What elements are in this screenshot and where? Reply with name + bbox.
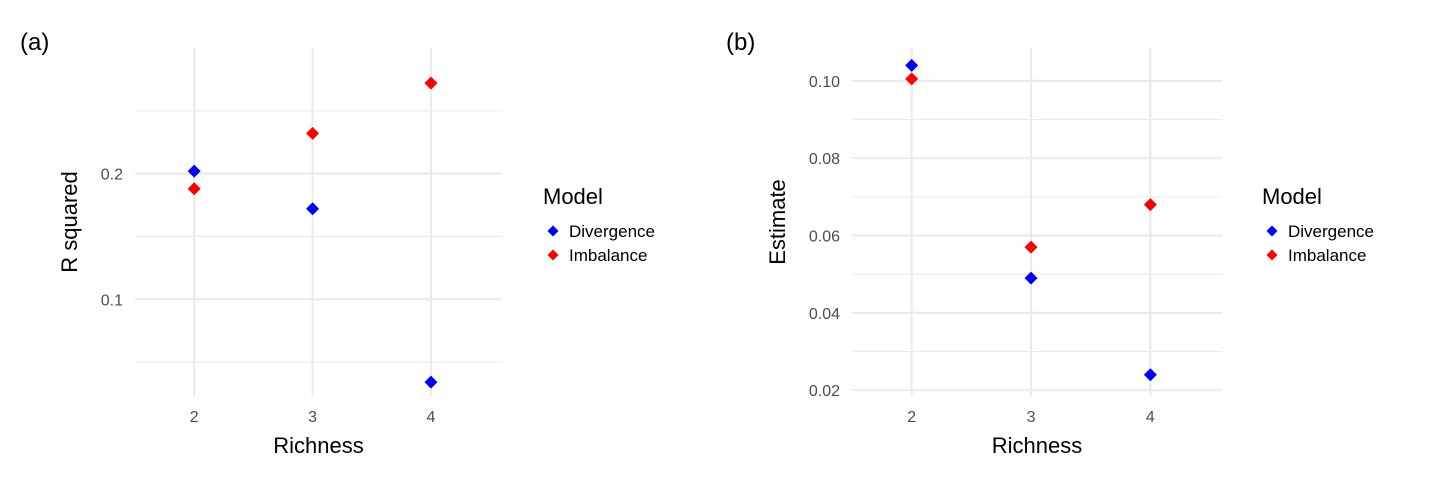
y-tick-label: 0.2 <box>101 167 123 184</box>
legend-key-divergence <box>547 225 559 237</box>
y-tick-label: 0.10 <box>809 74 840 91</box>
data-point-imbalance <box>424 76 438 90</box>
legend-key-divergence <box>1266 225 1278 237</box>
legend-label-divergence: Divergence <box>569 222 655 241</box>
legend-title: Model <box>543 184 603 209</box>
x-axis-title: Richness <box>273 433 363 458</box>
x-tick-label: 4 <box>1146 409 1155 426</box>
x-tick-label: 3 <box>1027 409 1036 426</box>
x-tick-label: 4 <box>427 409 436 426</box>
y-tick-label: 0.02 <box>809 383 840 400</box>
y-axis-title: R squared <box>57 171 82 273</box>
y-tick-label: 0.1 <box>101 292 123 309</box>
y-axis-title: Estimate <box>765 179 790 265</box>
data-point-divergence <box>905 58 919 72</box>
data-point-imbalance <box>187 182 201 196</box>
panel-label: (a) <box>20 29 49 56</box>
data-point-divergence <box>1143 368 1157 382</box>
legend: Model Divergence Imbalance <box>1262 184 1374 265</box>
legend-title: Model <box>1262 184 1322 209</box>
y-tick-label: 0.08 <box>809 151 840 168</box>
legend-label-imbalance: Imbalance <box>1288 246 1366 265</box>
y-tick-label: 0.06 <box>809 229 840 246</box>
x-tick-label: 3 <box>308 409 317 426</box>
y-tick-label: 0.04 <box>809 306 840 323</box>
data-point-imbalance <box>905 72 919 86</box>
data-point-divergence <box>1024 271 1038 285</box>
panel-a: 0.1 0.2 2 3 4 Richness R squared (a) Model Diverg… <box>20 29 655 458</box>
legend-key-imbalance <box>547 249 559 261</box>
data-point-imbalance <box>1024 240 1038 254</box>
data-point-divergence <box>187 164 201 178</box>
legend: Model Divergence Imbalance <box>543 184 655 265</box>
legend-label-divergence: Divergence <box>1288 222 1374 241</box>
panel-label: (b) <box>726 29 755 56</box>
x-axis-title: Richness <box>992 433 1082 458</box>
x-tick-label: 2 <box>907 409 916 426</box>
x-tick-label: 2 <box>190 409 199 426</box>
data-point-divergence <box>306 202 320 216</box>
legend-key-imbalance <box>1266 249 1278 261</box>
data-point-imbalance <box>1143 198 1157 212</box>
data-point-divergence <box>424 375 438 389</box>
legend-label-imbalance: Imbalance <box>569 246 647 265</box>
data-point-imbalance <box>306 126 320 140</box>
panel-b: 0.02 0.04 0.06 0.08 0.10 2 3 4 Richness Estimate (… <box>726 29 1374 458</box>
